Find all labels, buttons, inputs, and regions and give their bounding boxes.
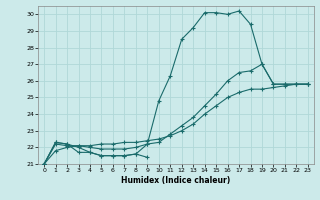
- X-axis label: Humidex (Indice chaleur): Humidex (Indice chaleur): [121, 176, 231, 185]
